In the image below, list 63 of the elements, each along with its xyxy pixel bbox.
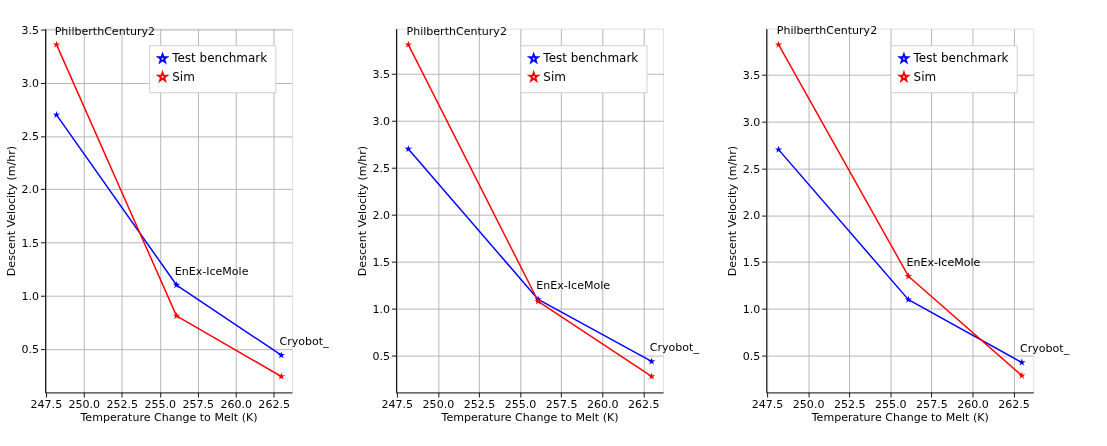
x-tick-label: 247.5 <box>381 397 414 411</box>
y-tick-label: 2.0 <box>742 209 761 223</box>
x-tick-label: 250.0 <box>68 397 101 411</box>
annotation: PhilberthCentury2 <box>54 24 156 38</box>
y-tick-label: 3.5 <box>372 67 391 81</box>
y-tick-label: 2.0 <box>372 208 391 222</box>
y-tick-label: 3.5 <box>742 68 761 82</box>
x-tick-label: 260.0 <box>220 397 253 411</box>
legend-label: Sim <box>172 69 195 84</box>
legend-label: Sim <box>913 69 937 84</box>
annotation: EnEx-IceMole <box>906 256 981 270</box>
x-axis-title: Temperature Change to Melt (K) <box>810 411 989 425</box>
y-tick-label: 3.0 <box>21 77 40 91</box>
legend-label: Test benchmark <box>912 51 1009 66</box>
x-tick-label: 262.5 <box>258 397 290 411</box>
x-tick-label: 250.0 <box>422 397 455 411</box>
legend-label: Test benchmark <box>542 51 639 66</box>
x-tick-label: 252.5 <box>106 397 139 411</box>
y-tick-label: 3.0 <box>742 115 761 129</box>
annotation: PhilberthCentury2 <box>406 24 507 38</box>
y-axis-title: Descent Velocity (m/hr) <box>5 145 19 277</box>
y-tick-label: 3.5 <box>21 23 40 37</box>
annotation: EnEx-IceMole <box>536 279 611 293</box>
y-tick-label: 0.5 <box>372 349 391 363</box>
annotation: Cryobot_ <box>649 341 700 355</box>
x-axis-title: Temperature Change to Melt (K) <box>79 411 258 425</box>
y-axis-title: Descent Velocity (m/hr) <box>726 145 740 277</box>
x-tick-label: 255.0 <box>504 397 537 411</box>
x-axis-title: Temperature Change to Melt (K) <box>440 411 619 425</box>
x-tick-label: 255.0 <box>874 397 907 411</box>
x-tick-label: 262.5 <box>628 397 660 411</box>
y-tick-label: 2.0 <box>21 183 40 197</box>
x-tick-label: 262.5 <box>998 397 1030 411</box>
x-tick-label: 260.0 <box>586 397 619 411</box>
y-tick-label: 1.5 <box>742 256 761 270</box>
annotation: EnEx-IceMole <box>174 264 249 278</box>
x-tick-label: 247.5 <box>751 397 784 411</box>
x-tick-label: 257.5 <box>545 397 578 411</box>
y-tick-label: 1.5 <box>372 255 391 269</box>
annotation: PhilberthCentury2 <box>776 24 878 38</box>
y-tick-label: 2.5 <box>21 130 40 144</box>
x-tick-label: 257.5 <box>182 397 215 411</box>
x-tick-label: 252.5 <box>833 397 866 411</box>
y-tick-label: 0.5 <box>742 350 761 364</box>
x-tick-label: 252.5 <box>463 397 496 411</box>
x-tick-label: 250.0 <box>792 397 825 411</box>
y-tick-label: 1.0 <box>21 289 40 303</box>
y-axis-title: Descent Velocity (m/hr) <box>356 145 370 277</box>
x-tick-label: 260.0 <box>957 397 989 411</box>
y-tick-label: 2.5 <box>372 161 391 175</box>
y-tick-label: 1.0 <box>742 303 761 317</box>
y-tick-label: 2.5 <box>742 162 761 176</box>
y-tick-label: 3.0 <box>372 114 391 128</box>
annotation: Cryobot_ <box>1019 342 1070 356</box>
annotation: Cryobot_ <box>279 335 330 349</box>
x-tick-label: 255.0 <box>144 397 177 411</box>
y-tick-label: 0.5 <box>21 342 40 356</box>
x-tick-label: 247.5 <box>30 397 63 411</box>
x-tick-label: 257.5 <box>916 397 948 411</box>
legend-label: Sim <box>543 69 566 84</box>
legend-label: Test benchmark <box>171 51 268 66</box>
y-tick-label: 1.5 <box>21 236 40 250</box>
y-tick-label: 1.0 <box>372 302 391 316</box>
